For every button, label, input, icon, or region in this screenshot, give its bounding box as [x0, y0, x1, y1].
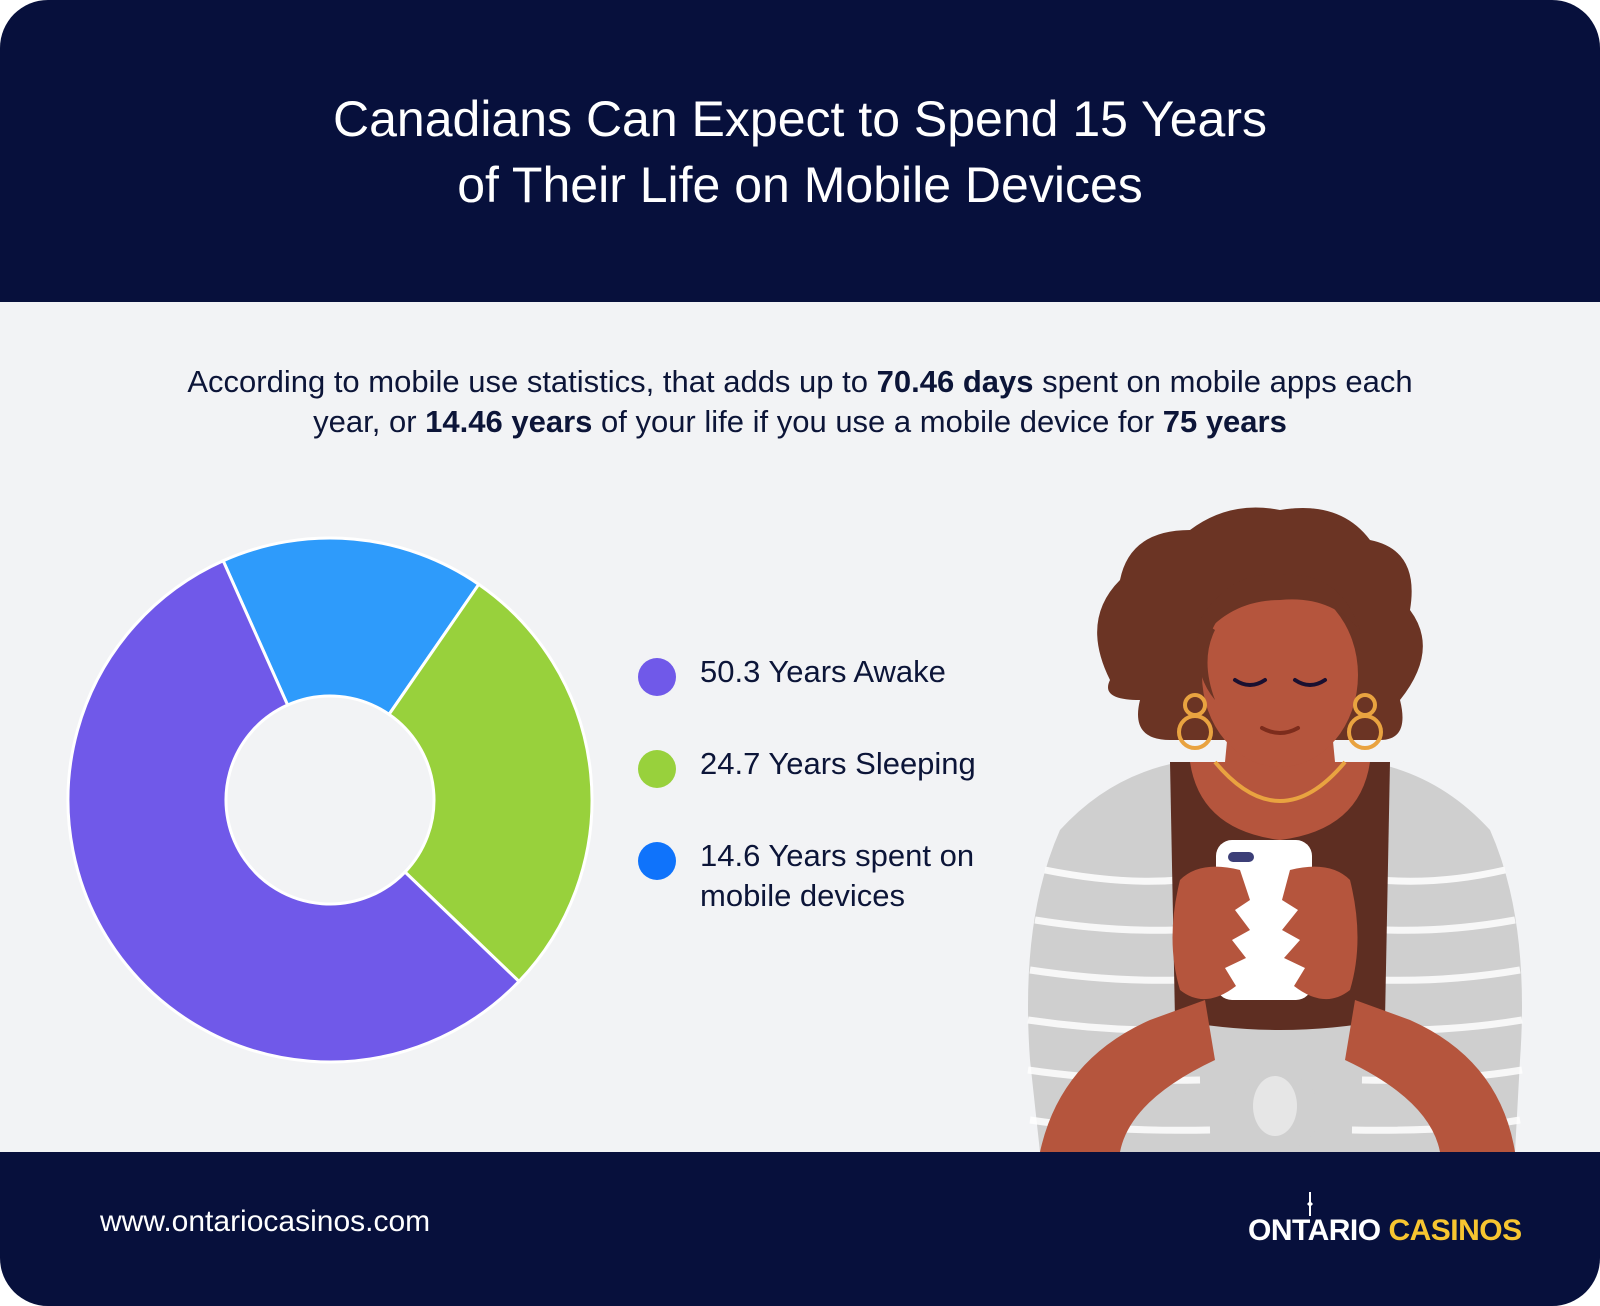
- left-arm: [1040, 1000, 1215, 1152]
- donut-chart: [66, 536, 594, 1064]
- intro-part-2: spent on mobile apps each year, or: [313, 364, 1413, 439]
- segment-mobile-devices: [221, 536, 481, 717]
- logo-word-casinos: CASINOS: [1388, 1214, 1522, 1247]
- intro-text: According to mobile use statistics, that…: [150, 362, 1450, 442]
- right-hand: [1282, 866, 1358, 1000]
- title-line-1: Canadians Can Expect to Spend 15 Years: [332, 91, 1267, 147]
- legend-dot-icon: [638, 750, 676, 788]
- cn-tower-icon: [1307, 1192, 1313, 1216]
- intro-part-1: According to mobile use statistics, that…: [187, 364, 877, 399]
- website-url[interactable]: www.ontariocasinos.com: [100, 1205, 431, 1238]
- left-hand: [1172, 866, 1250, 1000]
- face: [1202, 583, 1358, 767]
- header-banner: Canadians Can Expect to Spend 15 Years o…: [0, 0, 1600, 302]
- segment-sleeping: [386, 582, 594, 984]
- page-title: Canadians Can Expect to Spend 15 Years o…: [200, 86, 1400, 218]
- intro-bold-days: 70.46 days: [876, 364, 1034, 399]
- left-eye: [1233, 678, 1267, 687]
- legend-dot-icon: [638, 842, 676, 880]
- intro-bold-total: 75 years: [1162, 404, 1287, 439]
- necklace: [1213, 760, 1347, 803]
- earrings: [1177, 693, 1383, 750]
- segment-awake: [66, 558, 522, 1064]
- title-line-2: of Their Life on Mobile Devices: [457, 157, 1143, 213]
- footer-banner: www.ontariocasinos.com ONTARIO CASINOS: [0, 1152, 1600, 1306]
- intro-bold-years: 14.46 years: [425, 404, 593, 439]
- legend-label: 24.7 Years Sleeping: [700, 746, 976, 781]
- woman-using-smartphone-illustration: [1027, 507, 1523, 1152]
- intro-part-3: of your life if you use a mobile device …: [592, 404, 1163, 439]
- legend-label: 50.3 Years Awake: [700, 654, 946, 689]
- ontario-casinos-logo: ONTARIO CASINOS: [1248, 1192, 1522, 1248]
- legend-dot-icon: [638, 658, 676, 696]
- legend-label: 14.6 Years spent on mobile devices: [700, 838, 975, 913]
- mouth: [1260, 726, 1300, 735]
- logo-word-ontario: ONTARIO: [1248, 1214, 1381, 1247]
- right-eye: [1293, 678, 1327, 687]
- right-arm: [1345, 1000, 1515, 1152]
- logo-wordmark: ONTARIO CASINOS: [1248, 1214, 1522, 1248]
